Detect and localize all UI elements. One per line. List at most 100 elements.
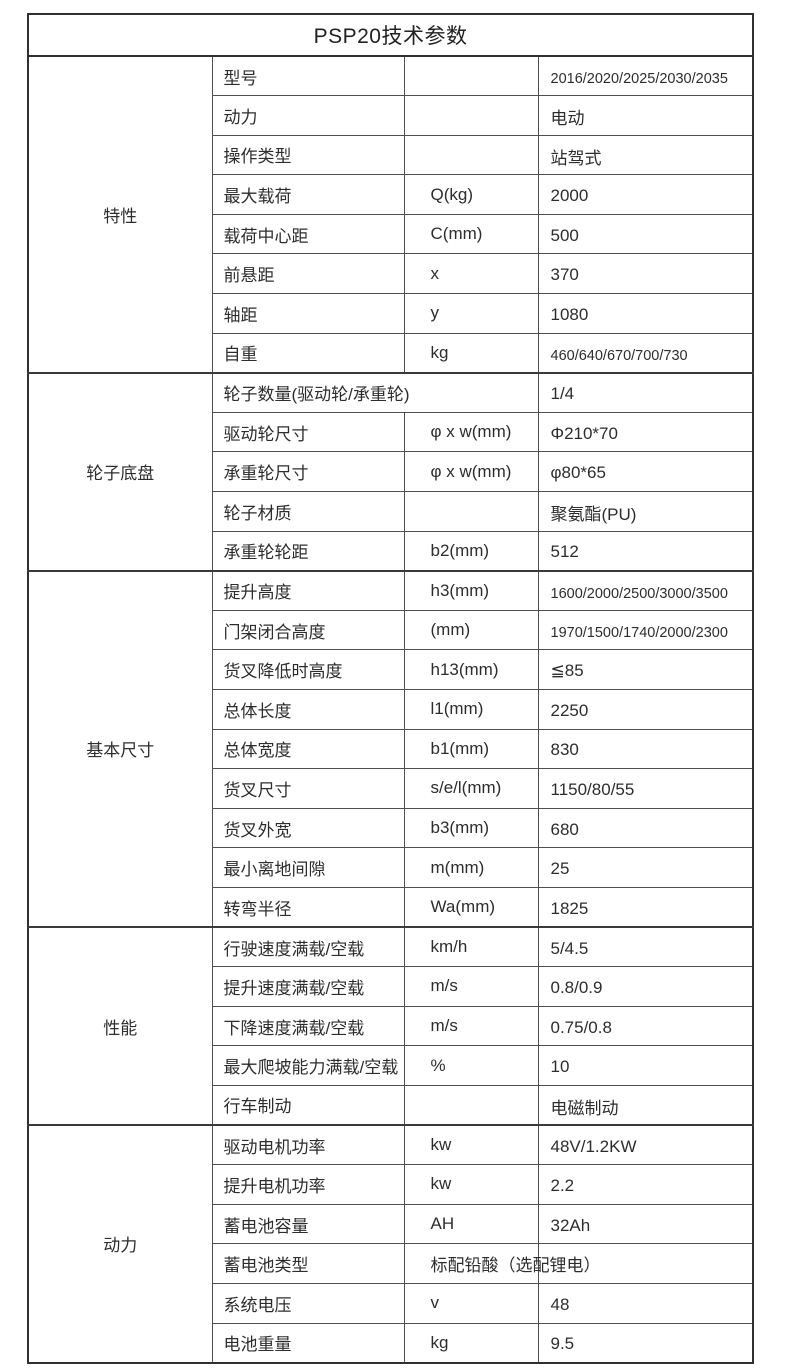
table-row: 轮子底盘 轮子数量(驱动轮/承重轮) 1/4 (27, 371, 754, 572)
value-cell: 1600/2000/2500/3000/3500 (537, 569, 754, 611)
param-name-cell: 动力 (211, 95, 405, 136)
value-cell: 1/4 (537, 371, 754, 413)
param-name-cell: 轴距 (211, 293, 405, 334)
param-name-cell: 型号 (211, 55, 405, 97)
section-label: 基本尺寸 (27, 569, 213, 928)
param-name-cell: 自重 (211, 332, 405, 374)
value-cell: 0.75/0.8 (537, 1005, 754, 1047)
spec-table: PSP20技术参数 特性 型号 2016/2020/2025/2030/2035 动力… (27, 13, 755, 1364)
section-label: 性能 (27, 926, 213, 1126)
value-cell: 电磁制动 (537, 1084, 754, 1126)
param-name-cell: 货叉降低时高度 (211, 649, 405, 690)
param-name-cell: 轮子数量(驱动轮/承重轮) (211, 371, 539, 413)
table-row: 货叉降低时高度 h13(mm) ≦85 (28, 649, 754, 690)
symbol-cell: Q(kg) (403, 174, 539, 215)
value-cell: 460/640/670/700/730 (537, 332, 754, 374)
symbol-cell: y (403, 293, 539, 334)
symbol-cell (403, 55, 539, 97)
table-row: 蓄电池类型 标配铅酸（选配锂电） (28, 1243, 754, 1284)
param-name-cell: 总体长度 (211, 689, 405, 730)
table-row: 总体长度 l1(mm) 2250 (28, 689, 754, 730)
value-cell: 680 (537, 807, 754, 849)
table-row: 系统电压 v 48 (28, 1282, 754, 1324)
table-row: 蓄电池容量 AH 32Ah (28, 1203, 754, 1245)
param-name-cell: 承重轮轮距 (211, 530, 405, 572)
symbol-cell: φ x w(mm) (403, 411, 539, 453)
symbol-cell: m(mm) (403, 847, 539, 888)
symbol-cell: kg (403, 332, 539, 374)
table-row: 驱动轮尺寸 φ x w(mm) Φ210*70 (28, 411, 754, 453)
value-cell: 2.2 (537, 1164, 754, 1205)
value-cell: 电动 (537, 95, 754, 136)
value-cell: 1970/1500/1740/2000/2300 (537, 609, 754, 651)
value-cell: Φ210*70 (537, 411, 754, 453)
symbol-cell: x (403, 253, 539, 295)
value-cell: 0.8/0.9 (537, 966, 754, 1007)
table-row: 载荷中心距 C(mm) 500 (28, 213, 754, 255)
value-cell: 830 (537, 728, 754, 770)
table-row: 货叉外宽 b3(mm) 680 (28, 807, 754, 849)
value-cell: 1150/80/55 (537, 768, 754, 809)
table-row: 性能 行驶速度满载/空载 km/h 5/4.5 (27, 926, 754, 1126)
param-name-cell: 最小离地间隙 (211, 847, 405, 888)
value-cell: 10 (537, 1045, 754, 1086)
table-row: 下降速度满载/空载 m/s 0.75/0.8 (28, 1005, 754, 1047)
symbol-cell: 标配铅酸（选配锂电） (403, 1243, 601, 1284)
param-name-cell: 前悬距 (211, 253, 405, 295)
value-cell: 2000 (537, 174, 754, 215)
value-cell: ≦85 (537, 649, 754, 690)
symbol-cell: b3(mm) (403, 807, 539, 849)
param-name-cell: 最大载荷 (211, 174, 405, 215)
table-row: 最小离地间隙 m(mm) 25 (28, 847, 754, 888)
table-row: 前悬距 x 370 (28, 253, 754, 295)
table-title: PSP20技术参数 (27, 13, 754, 57)
symbol-cell: b2(mm) (403, 530, 539, 572)
param-name-cell: 提升速度满载/空载 (211, 966, 405, 1007)
table-row: 承重轮轮距 b2(mm) 512 (28, 530, 754, 572)
param-name-cell: 下降速度满载/空载 (211, 1005, 405, 1047)
value-cell: 站驾式 (537, 134, 754, 176)
symbol-cell: h3(mm) (403, 569, 539, 611)
param-name-cell: 货叉外宽 (211, 807, 405, 849)
symbol-cell: m/s (403, 1005, 539, 1047)
value-cell: 1080 (537, 293, 754, 334)
param-name-cell: 蓄电池容量 (211, 1203, 405, 1245)
section-label: 轮子底盘 (27, 371, 213, 572)
table-row: 特性 型号 2016/2020/2025/2030/2035 (27, 55, 754, 374)
table-row: 电池重量 kg 9.5 (28, 1322, 754, 1364)
table-row: 轴距 y 1080 (28, 293, 754, 334)
param-name-cell: 驱动轮尺寸 (211, 411, 405, 453)
symbol-cell (403, 491, 539, 532)
table-row: 门架闭合高度 (mm) 1970/1500/1740/2000/2300 (28, 609, 754, 651)
symbol-cell: l1(mm) (403, 689, 539, 730)
param-name-cell: 货叉尺寸 (211, 768, 405, 809)
symbol-cell: kw (403, 1124, 539, 1166)
symbol-cell: b1(mm) (403, 728, 539, 770)
value-cell: 9.5 (537, 1322, 754, 1364)
param-name-cell: 承重轮尺寸 (211, 451, 405, 493)
param-name-cell: 行车制动 (211, 1084, 405, 1126)
value-cell: φ80*65 (537, 451, 754, 493)
symbol-cell: C(mm) (403, 213, 539, 255)
table-row: 操作类型 站驾式 (28, 134, 754, 176)
symbol-cell: v (403, 1282, 539, 1324)
param-name-cell: 转弯半径 (211, 886, 405, 928)
value-cell: 512 (537, 530, 754, 572)
value-cell: 1825 (537, 886, 754, 928)
param-name-cell: 提升高度 (211, 569, 405, 611)
symbol-cell: s/e/l(mm) (403, 768, 539, 809)
value-cell: 5/4.5 (537, 926, 754, 968)
param-name-cell: 最大爬坡能力满载/空载 (211, 1045, 405, 1086)
section-label: 动力 (27, 1124, 213, 1364)
value-cell: 48V/1.2KW (537, 1124, 754, 1166)
param-name-cell: 门架闭合高度 (211, 609, 405, 651)
table-row: 自重 kg 460/640/670/700/730 (28, 332, 754, 374)
symbol-cell: kw (403, 1164, 539, 1205)
value-cell: 48 (537, 1282, 754, 1324)
table-row: 动力 驱动电机功率 kw 48V/1.2KW (27, 1124, 754, 1364)
symbol-cell: (mm) (403, 609, 539, 651)
param-name-cell: 操作类型 (211, 134, 405, 176)
symbol-cell: % (403, 1045, 539, 1086)
value-cell: 25 (537, 847, 754, 888)
